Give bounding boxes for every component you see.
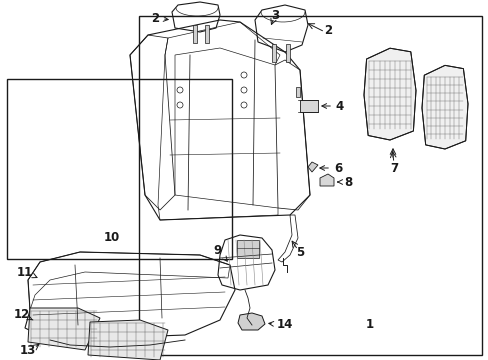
Text: 12: 12 — [14, 309, 33, 321]
Text: 14: 14 — [268, 319, 293, 332]
Bar — [271, 44, 275, 62]
Bar — [193, 25, 197, 43]
Bar — [237, 240, 259, 258]
Text: 13: 13 — [20, 343, 36, 356]
Polygon shape — [363, 48, 415, 140]
Text: 9: 9 — [213, 243, 227, 261]
Text: 4: 4 — [321, 99, 344, 113]
Bar — [139, 16, 481, 355]
Text: 6: 6 — [319, 162, 342, 175]
Text: 1: 1 — [365, 319, 373, 332]
Text: 8: 8 — [337, 176, 351, 189]
Text: 3: 3 — [270, 9, 279, 22]
Bar — [295, 87, 299, 97]
Bar — [299, 100, 317, 112]
Text: 2: 2 — [323, 23, 331, 36]
Bar — [7, 79, 232, 259]
Polygon shape — [307, 162, 317, 172]
Polygon shape — [28, 308, 100, 350]
Text: 2: 2 — [151, 12, 168, 24]
Bar — [285, 44, 289, 62]
Bar — [204, 25, 208, 43]
Text: 5: 5 — [295, 246, 304, 258]
Text: 10: 10 — [103, 230, 120, 243]
Polygon shape — [88, 320, 168, 360]
Polygon shape — [319, 174, 333, 186]
Polygon shape — [238, 313, 264, 330]
Text: 11: 11 — [17, 266, 37, 279]
Polygon shape — [421, 66, 467, 149]
Text: 7: 7 — [389, 162, 397, 175]
